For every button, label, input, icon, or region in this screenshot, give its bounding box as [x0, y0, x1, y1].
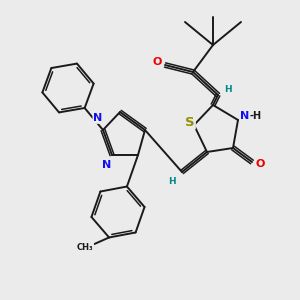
Text: O: O [152, 57, 162, 67]
Text: H: H [168, 178, 176, 187]
Text: N: N [93, 113, 103, 123]
Text: H: H [224, 85, 232, 94]
Text: S: S [185, 116, 195, 128]
Text: CH₃: CH₃ [77, 243, 93, 252]
Text: -H: -H [250, 111, 262, 121]
Text: O: O [255, 159, 265, 169]
Text: N: N [240, 111, 250, 121]
Text: N: N [102, 160, 112, 170]
